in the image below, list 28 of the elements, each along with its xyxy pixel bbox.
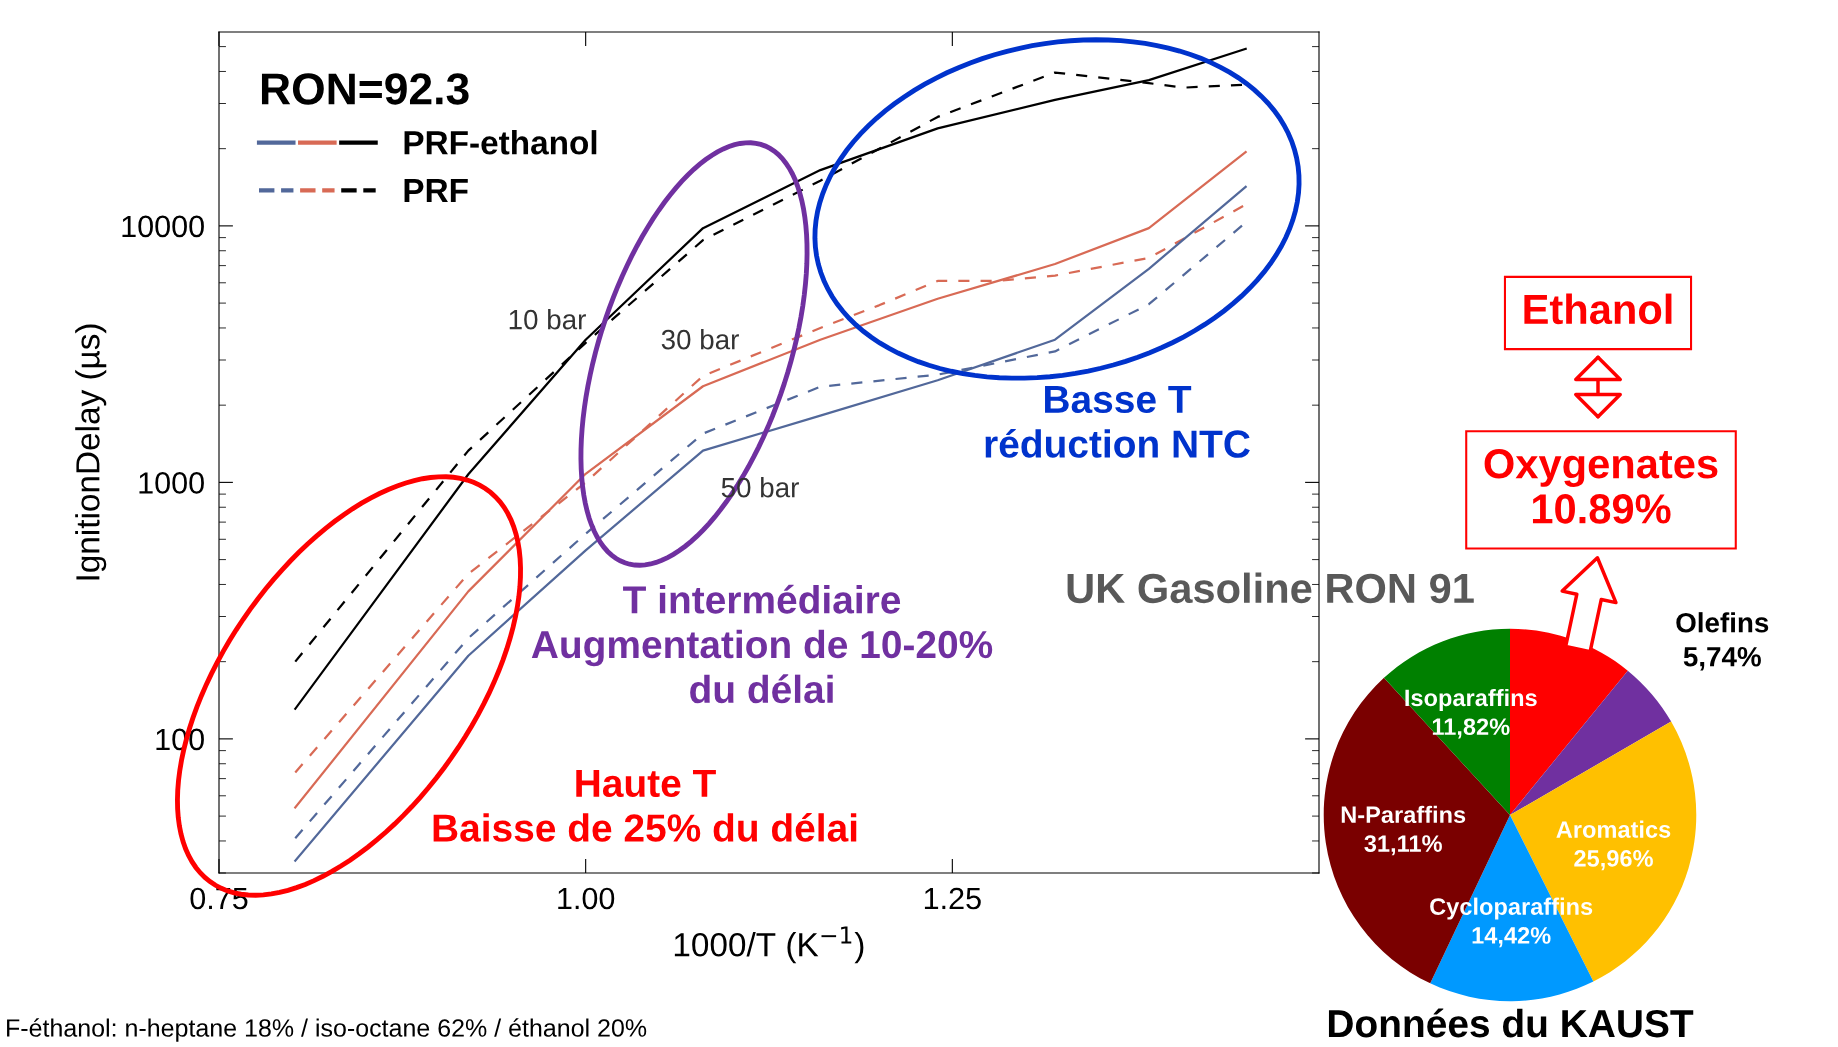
data-label: 25,96%	[1574, 850, 1653, 871]
annotation: 10 bar	[509, 309, 586, 330]
annotation: Haute T Baisse de 25% du délai	[433, 769, 857, 842]
y-tick-label: 10000	[122, 215, 204, 238]
legend-label: PRF-ethanol	[404, 130, 597, 155]
slice-label: Olefins	[1676, 612, 1769, 633]
text: UK Gasoline RON 91	[1067, 572, 1474, 604]
text: Données du KAUST	[1328, 1008, 1694, 1038]
y-tick-label: 1000	[139, 472, 204, 494]
data-label: 10.89%	[1532, 494, 1671, 524]
data-label: 5,74%	[1683, 646, 1761, 671]
data-label: 11,82%	[1432, 718, 1510, 739]
slice-label: N-Paraffins	[1341, 805, 1466, 824]
annotation: 30 bar	[661, 329, 739, 350]
legend-title: RON=92.3	[261, 73, 469, 105]
x-tick-label: 1.00	[558, 887, 615, 910]
annotation: T intermédiaire Augmentation de 10-20% du délai	[531, 584, 993, 704]
x-tick-label: 1.25	[924, 887, 981, 910]
text: Ethanol	[1524, 293, 1672, 325]
x-axis-title: 1000/T (K$^{−1}$)	[674, 926, 864, 964]
slice-label: Oxygenates	[1484, 449, 1718, 487]
data-label: 14,42%	[1472, 927, 1551, 948]
slice-label: Aromatics	[1556, 820, 1671, 838]
legend-label: PRF	[404, 179, 468, 202]
text: F-éthanol: n-heptane 18% / iso-octane 62% / éthanol 20%	[7, 1018, 647, 1042]
data-label: 31,11%	[1364, 835, 1442, 856]
annotation: Basse T réduction NTC	[985, 385, 1250, 458]
y-axis-title: IgnitionDelay (µs)	[75, 324, 107, 580]
